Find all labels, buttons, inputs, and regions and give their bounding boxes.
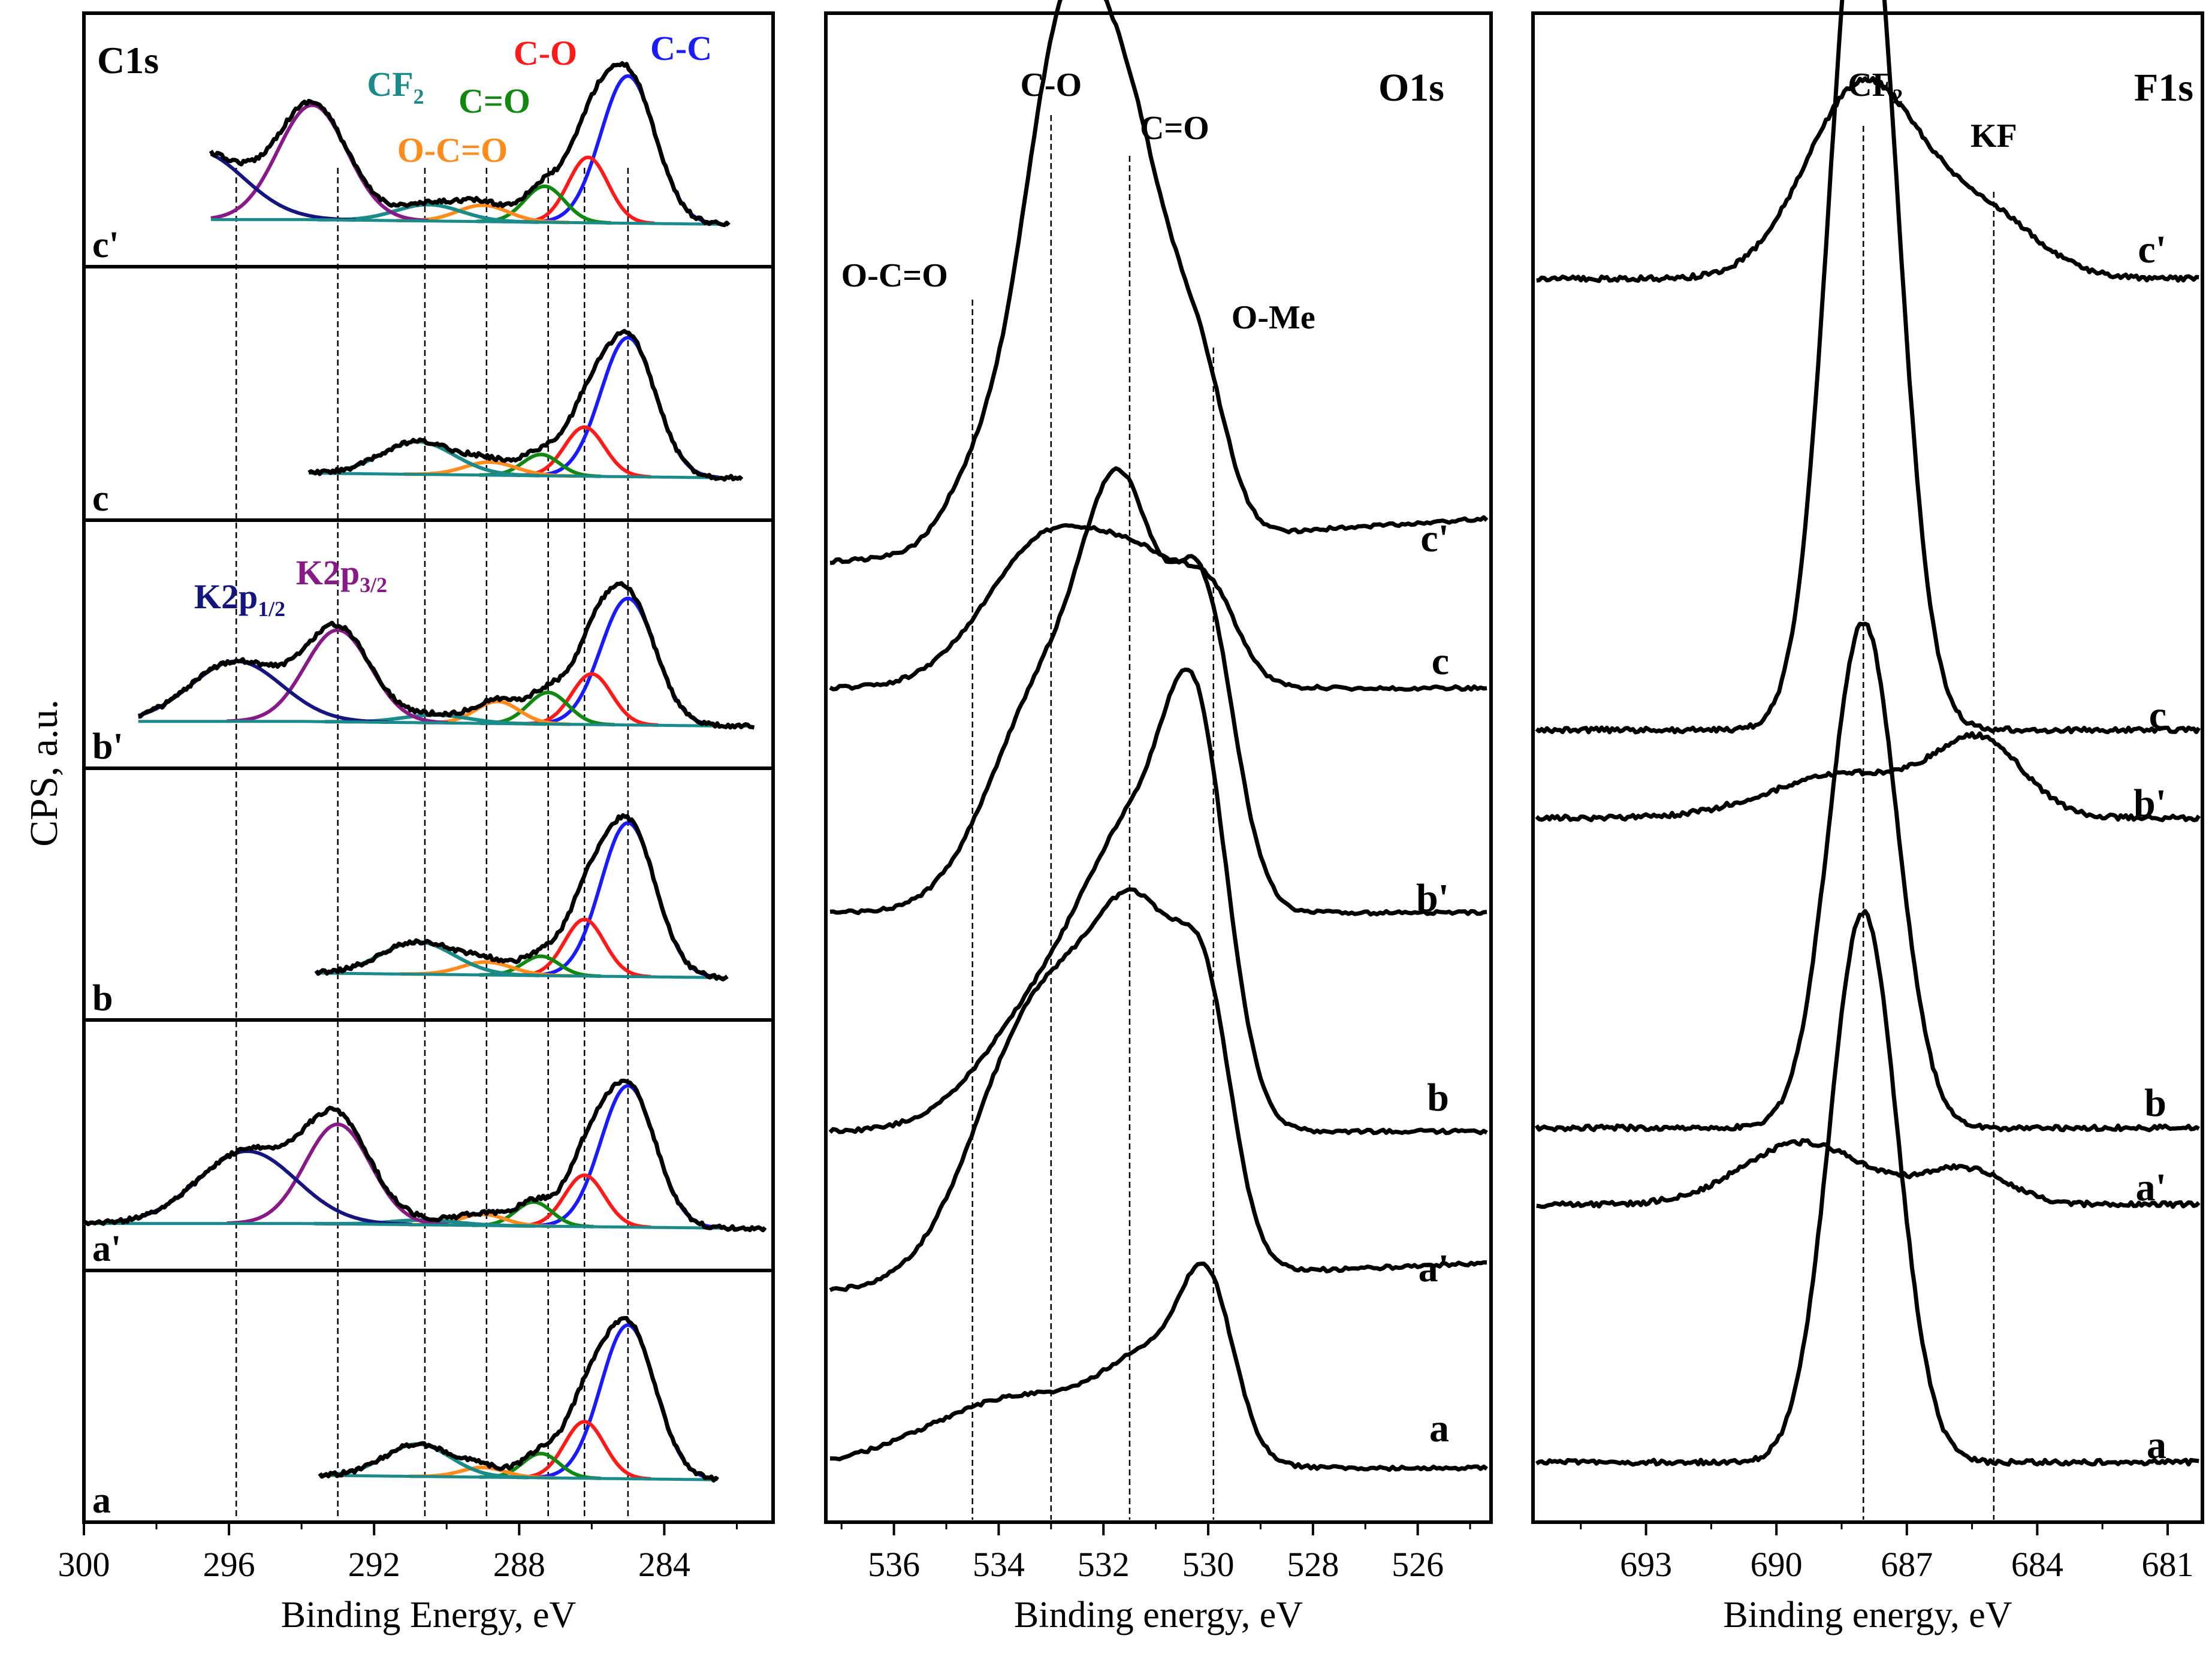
f1s-curve-label: c' xyxy=(2138,228,2166,271)
c1s-envelope xyxy=(83,1078,767,1233)
f1s-spectrum-b-prime xyxy=(1535,731,2201,822)
o1s-tick-label: 530 xyxy=(1182,1545,1235,1584)
f1s-curve-label: b xyxy=(2144,1081,2166,1125)
f1s-curve-label: a' xyxy=(2136,1166,2166,1209)
c1s-background xyxy=(138,720,752,728)
o1s-tick-label: 536 xyxy=(868,1545,920,1584)
o1s-reference-label-o-c-o: O-C=O xyxy=(841,257,948,294)
o1s-curve-label: b xyxy=(1427,1076,1449,1119)
c1s-peak-label-k2p: K2p3/2 xyxy=(296,553,387,597)
c1s-component-c-c xyxy=(535,1323,717,1481)
c1s-peak-label-c-o: C=O xyxy=(458,82,530,120)
f1s-tick-label: 681 xyxy=(2141,1545,2193,1584)
f1s-spectrum-c xyxy=(1535,0,2201,735)
f1s-spectrum-c-prime xyxy=(1536,76,2199,283)
f1s-curve-label: a xyxy=(2147,1423,2166,1467)
o1s-tick-label: 528 xyxy=(1287,1545,1339,1584)
c1s-envelope xyxy=(138,581,755,730)
o1s-tick-label: 534 xyxy=(973,1545,1025,1584)
f1s-spectrum-b xyxy=(1534,621,2200,1133)
c1s-background xyxy=(84,1222,762,1230)
f1s-tick-label: 684 xyxy=(2011,1545,2063,1584)
f1s-axis-label: Binding energy, eV xyxy=(1723,1595,2012,1635)
c1s-sample-label: a xyxy=(92,1480,111,1521)
c1s-background xyxy=(319,1474,716,1481)
c1s-tick-label: 292 xyxy=(348,1545,400,1584)
c1s-component-k2p3-2 xyxy=(227,628,448,725)
c1s-component-c-c xyxy=(535,336,719,479)
c1s-component-c-o xyxy=(520,155,655,225)
o1s-spectrum-a xyxy=(829,1261,1489,1472)
o1s-reference-label-o-me: O-Me xyxy=(1232,299,1315,336)
c1s-tick-label: 296 xyxy=(203,1545,255,1584)
c1s-envelope xyxy=(209,61,731,227)
c1s-envelope xyxy=(307,328,744,482)
o1s-curve-label: a xyxy=(1429,1407,1449,1450)
o1s-tick-label: 526 xyxy=(1392,1545,1444,1584)
c1s-sample-label: b xyxy=(92,978,113,1019)
c1s-peak-label-k2p-subscript: 1/2 xyxy=(258,597,285,621)
c1s-panel: c' c b' b a' a C1s C-O C-C CF2 C=O O-C=O K2p1/2K2p3/… xyxy=(58,11,775,1635)
c1s-component-c-o xyxy=(524,672,659,727)
f1s-tick-label: 687 xyxy=(1881,1545,1933,1584)
c1s-component-c-c xyxy=(535,821,719,979)
f1s-tick-label: 693 xyxy=(1620,1545,1672,1584)
o1s-frame xyxy=(824,11,1493,1524)
o1s-curve-label: c xyxy=(1432,639,1449,683)
o1s-tick-label: 532 xyxy=(1078,1545,1130,1584)
c1s-peak-label-c-c: C-C xyxy=(650,29,712,68)
o1s-axis-label: Binding energy, eV xyxy=(1014,1595,1303,1635)
c1s-sample-label: c xyxy=(92,478,109,519)
o1s-curve-label: b' xyxy=(1416,876,1449,920)
c1s-peak-label-cf: CF2 xyxy=(367,65,424,108)
o1s-title: O1s xyxy=(1378,66,1444,110)
f1s-tick-label: 690 xyxy=(1751,1545,1803,1584)
c1s-component-k2p1-2 xyxy=(84,1149,412,1227)
o1s-spectrum-c-prime xyxy=(829,0,1489,565)
o1s-spectrum-a-prime xyxy=(829,887,1487,1293)
f1s-spectrum-a-prime xyxy=(1536,1138,2201,1209)
c1s-peak-label-c-o: C-O xyxy=(514,34,577,73)
c1s-component-c-c xyxy=(535,1083,719,1230)
c1s-peak-label-k2p: K2p1/2 xyxy=(194,577,285,621)
c1s-component-k2p3-2 xyxy=(227,1122,448,1227)
o1s-spectrum-b-prime xyxy=(829,466,1487,917)
c1s-title: C1s xyxy=(97,39,159,82)
o1s-reference-label-c-o: C=O xyxy=(1140,110,1209,147)
f1s-reference-label-kf: KF xyxy=(1970,117,2017,155)
c1s-tick-label: 300 xyxy=(58,1545,110,1584)
f1s-title: F1s xyxy=(2134,66,2193,110)
c1s-background xyxy=(210,218,726,226)
c1s-envelope xyxy=(318,1315,720,1483)
f1s-curve-label: c xyxy=(2149,693,2166,737)
c1s-sample-label: c' xyxy=(92,225,119,265)
c1s-background xyxy=(316,971,726,979)
o1s-curve-label: c' xyxy=(1420,517,1449,560)
o1s-spectrum-b xyxy=(828,667,1488,1136)
c1s-envelope xyxy=(314,813,729,982)
y-axis-label: CPS, a.u. xyxy=(22,699,66,847)
c1s-peak-label-o-c-o: O-C=O xyxy=(397,131,508,170)
c1s-tick-label: 284 xyxy=(638,1545,690,1584)
f1s-spectrum-a xyxy=(1535,909,2199,1467)
o1s-curve-label: a' xyxy=(1419,1247,1449,1290)
c1s-component-c-o xyxy=(517,917,651,979)
c1s-component-c-o xyxy=(517,1420,651,1481)
c1s-component-c-o xyxy=(517,1173,651,1229)
c1s-peak-label-k2p-subscript: 3/2 xyxy=(360,573,387,597)
o1s-panel: O-C=O C-O C=O O-Me c' c b' b a' a O1s 536 534 532 530 5… xyxy=(824,0,1493,1635)
c1s-background xyxy=(309,472,741,479)
c1s-tick-label: 288 xyxy=(493,1545,545,1584)
f1s-frame xyxy=(1531,11,2204,1524)
f1s-curve-label: b' xyxy=(2133,781,2166,825)
o1s-reference-label-c-o: C-O xyxy=(1020,67,1082,104)
c1s-axis-label: Binding Energy, eV xyxy=(281,1595,577,1635)
c1s-sample-label: a' xyxy=(92,1229,121,1269)
c1s-sample-label: b' xyxy=(92,726,123,767)
c1s-peak-label-cf-subscript: 2 xyxy=(414,84,424,108)
